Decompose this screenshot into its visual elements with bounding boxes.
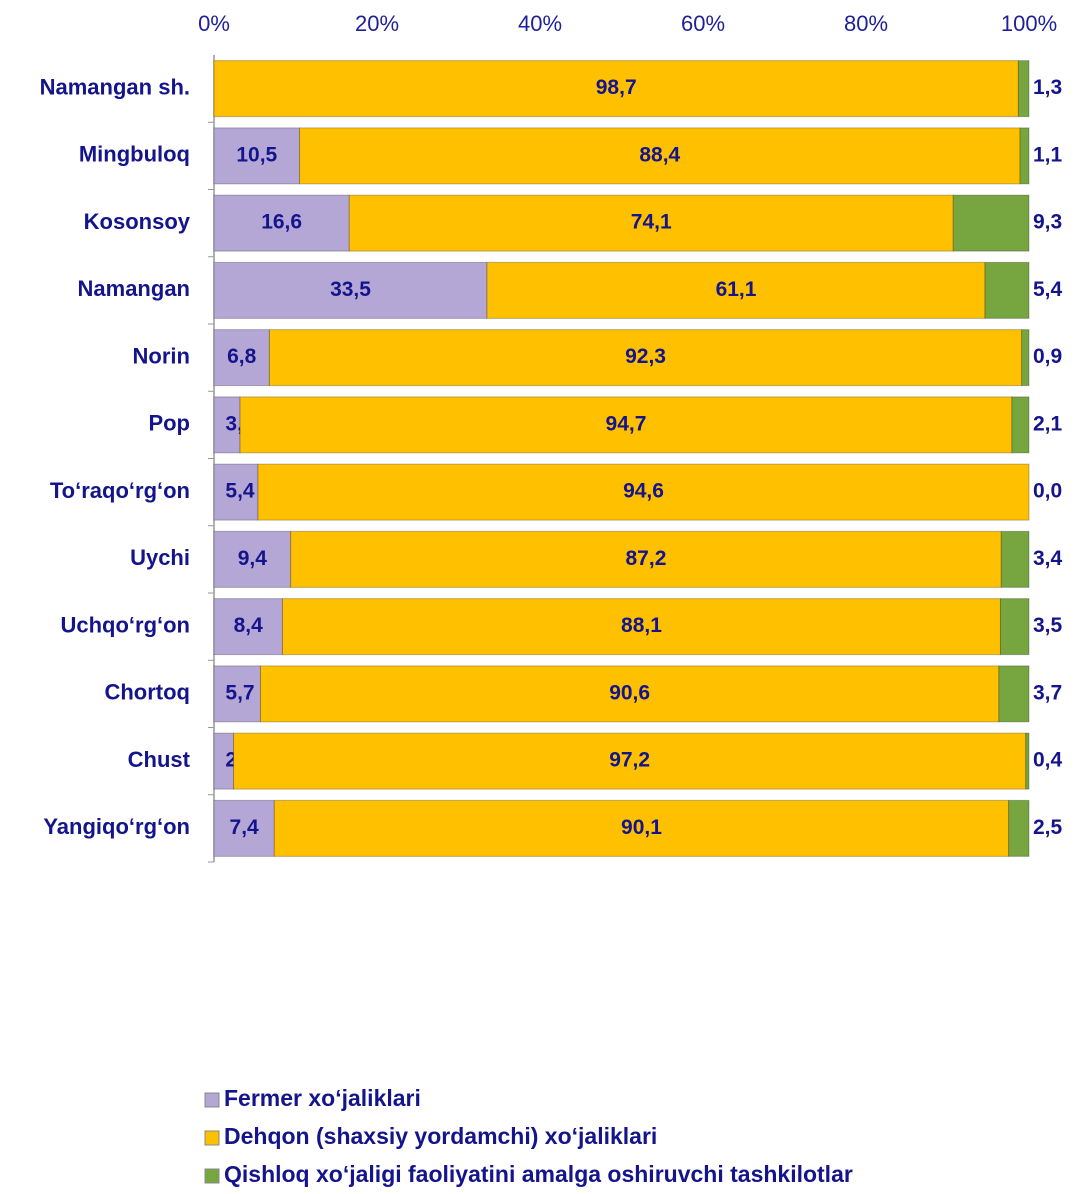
bar-segment	[1025, 732, 1030, 790]
data-label: 33,5	[330, 278, 371, 301]
data-label: 8,4	[234, 614, 264, 637]
bar-segment	[213, 530, 292, 588]
data-label: 61,1	[716, 278, 757, 301]
data-label: 98,7	[596, 76, 637, 99]
y-tick-label: To‘raqo‘rg‘on	[50, 478, 190, 503]
data-label: 3,7	[1033, 681, 1062, 704]
data-label: 1,3	[1033, 76, 1062, 99]
data-label: 3,4	[1033, 547, 1063, 570]
legend-label: Dehqon (shaxsiy yordamchi) xo‘jaliklari	[224, 1123, 657, 1149]
data-label: 90,6	[609, 681, 650, 704]
data-label: 92,3	[625, 345, 666, 368]
bar-segment	[1017, 60, 1030, 118]
y-tick-label: Yangiqo‘rg‘on	[43, 814, 190, 839]
data-label: 97,2	[609, 749, 650, 772]
y-tick-label: Chust	[128, 747, 191, 772]
data-label: 7,4	[230, 816, 260, 839]
data-label: 9,3	[1033, 211, 1062, 234]
y-tick-label: Mingbuloq	[79, 142, 190, 167]
y-tick-label: Uchqo‘rg‘on	[60, 612, 190, 637]
bar-segment	[998, 665, 1030, 723]
x-tick-label: 40%	[518, 11, 562, 36]
data-label: 16,6	[261, 211, 302, 234]
data-label: 9,4	[238, 547, 268, 570]
data-label: 74,1	[631, 211, 672, 234]
data-label: 0,9	[1033, 345, 1062, 368]
bar-segment	[1019, 127, 1030, 185]
bar-segment	[273, 799, 1010, 857]
bar-segment	[259, 665, 1000, 723]
bar-segment	[257, 463, 1030, 521]
data-label: 1,1	[1033, 143, 1063, 166]
data-label: 90,1	[621, 816, 662, 839]
bar-segment	[1000, 530, 1030, 588]
bar-segment	[348, 194, 954, 252]
bar-segment	[281, 598, 1001, 656]
bar-segment	[1021, 329, 1030, 387]
data-label: 5,4	[225, 480, 255, 503]
bar-segment	[213, 127, 301, 185]
bar-segment	[213, 665, 261, 723]
bar-segment	[213, 598, 283, 656]
x-tick-label: 60%	[681, 11, 725, 36]
legend-swatch	[204, 1130, 220, 1146]
data-label: 94,6	[623, 480, 664, 503]
bar-segment	[984, 261, 1030, 319]
bar-segment	[233, 732, 1027, 790]
x-tick-label: 20%	[355, 11, 399, 36]
data-label: 10,5	[236, 143, 277, 166]
data-label: 5,7	[225, 681, 254, 704]
data-label: 3,5	[1033, 614, 1063, 637]
y-tick-label: Norin	[133, 343, 190, 368]
data-label: 88,4	[639, 143, 680, 166]
bar-segment	[239, 396, 1013, 454]
data-label: 94,7	[606, 412, 647, 435]
data-label: 6,8	[227, 345, 257, 368]
bar-segment	[299, 127, 1021, 185]
data-label: 0,0	[1033, 480, 1062, 503]
bar-segment	[213, 194, 350, 252]
data-label: 2,5	[1033, 816, 1063, 839]
y-tick-label: Chortoq	[104, 680, 190, 705]
bar-segment	[268, 329, 1023, 387]
x-tick-label: 80%	[844, 11, 888, 36]
y-tick-label: Namangan	[78, 276, 190, 301]
x-tick-label: 0%	[198, 11, 230, 36]
bar-segment	[1011, 396, 1030, 454]
y-tick-label: Kosonsoy	[84, 209, 191, 234]
bar-segment	[952, 194, 1030, 252]
bar-segment	[213, 261, 488, 319]
bar-segment	[213, 60, 1019, 118]
data-label: 5,4	[1033, 278, 1063, 301]
bar-segment	[999, 598, 1030, 656]
bar-segment	[213, 463, 259, 521]
y-tick-label: Namangan sh.	[40, 74, 190, 99]
legend-label: Qishloq xo‘jaligi faoliyatini amalga osh…	[224, 1161, 853, 1187]
bar-segment	[213, 329, 270, 387]
y-tick-label: Uychi	[130, 545, 190, 570]
x-tick-label: 100%	[1001, 11, 1057, 36]
data-label: 88,1	[621, 614, 662, 637]
bar-segment	[486, 261, 986, 319]
legend-swatch	[204, 1168, 220, 1184]
legend-swatch	[204, 1092, 220, 1108]
data-label: 0,4	[1033, 749, 1063, 772]
data-label: 2,1	[1033, 412, 1063, 435]
bar-segment	[290, 530, 1002, 588]
y-tick-label: Pop	[148, 411, 190, 436]
data-label: 87,2	[626, 547, 667, 570]
bar-segment	[1008, 799, 1030, 857]
legend-label: Fermer xo‘jaliklari	[224, 1085, 421, 1111]
